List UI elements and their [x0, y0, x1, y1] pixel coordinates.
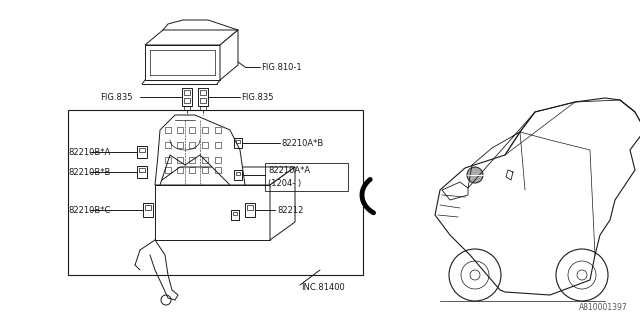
- Bar: [165, 127, 171, 133]
- Bar: [189, 127, 195, 133]
- Bar: [236, 140, 240, 143]
- Bar: [200, 106, 206, 110]
- Bar: [182, 88, 192, 106]
- Bar: [184, 90, 190, 95]
- Bar: [145, 205, 151, 210]
- Bar: [215, 167, 221, 173]
- Bar: [215, 127, 221, 133]
- Bar: [198, 88, 208, 106]
- Bar: [139, 148, 145, 152]
- Bar: [215, 142, 221, 148]
- Text: 82210A*B: 82210A*B: [281, 139, 323, 148]
- Bar: [202, 167, 208, 173]
- Polygon shape: [220, 30, 238, 80]
- Bar: [184, 106, 190, 110]
- Polygon shape: [145, 45, 220, 80]
- Bar: [200, 90, 206, 95]
- Bar: [165, 167, 171, 173]
- Text: FIG.835: FIG.835: [100, 92, 132, 101]
- Polygon shape: [270, 167, 295, 240]
- Bar: [202, 157, 208, 163]
- Bar: [245, 203, 255, 217]
- Polygon shape: [155, 167, 295, 185]
- Bar: [202, 127, 208, 133]
- Text: FIG.835: FIG.835: [241, 92, 273, 101]
- Bar: [137, 166, 147, 178]
- Bar: [139, 168, 145, 172]
- Bar: [231, 210, 239, 220]
- Text: 82210B*A: 82210B*A: [68, 148, 110, 156]
- Text: 82212: 82212: [277, 205, 303, 214]
- Circle shape: [467, 167, 483, 183]
- Bar: [215, 157, 221, 163]
- Bar: [234, 170, 242, 180]
- Polygon shape: [155, 185, 270, 240]
- Bar: [165, 142, 171, 148]
- Bar: [143, 203, 153, 217]
- Text: INC.81400: INC.81400: [301, 283, 345, 292]
- Text: 82210B*C: 82210B*C: [68, 205, 110, 214]
- Text: A810001397: A810001397: [579, 303, 628, 312]
- Text: 82210A*A: 82210A*A: [268, 165, 310, 174]
- Bar: [189, 142, 195, 148]
- Bar: [177, 127, 183, 133]
- Bar: [137, 146, 147, 158]
- Bar: [233, 212, 237, 215]
- Bar: [236, 172, 240, 175]
- Bar: [247, 205, 253, 210]
- Bar: [202, 142, 208, 148]
- Text: (1204- ): (1204- ): [268, 179, 301, 188]
- Bar: [200, 98, 206, 103]
- Polygon shape: [155, 115, 245, 185]
- Bar: [177, 167, 183, 173]
- Bar: [234, 138, 242, 148]
- Bar: [184, 98, 190, 103]
- Bar: [189, 157, 195, 163]
- Text: FIG.810-1: FIG.810-1: [261, 62, 301, 71]
- Polygon shape: [145, 30, 238, 45]
- Bar: [265, 163, 348, 191]
- Bar: [165, 157, 171, 163]
- Bar: [68, 110, 363, 275]
- Bar: [177, 157, 183, 163]
- Text: 82210B*B: 82210B*B: [68, 167, 110, 177]
- Bar: [189, 167, 195, 173]
- Bar: [177, 142, 183, 148]
